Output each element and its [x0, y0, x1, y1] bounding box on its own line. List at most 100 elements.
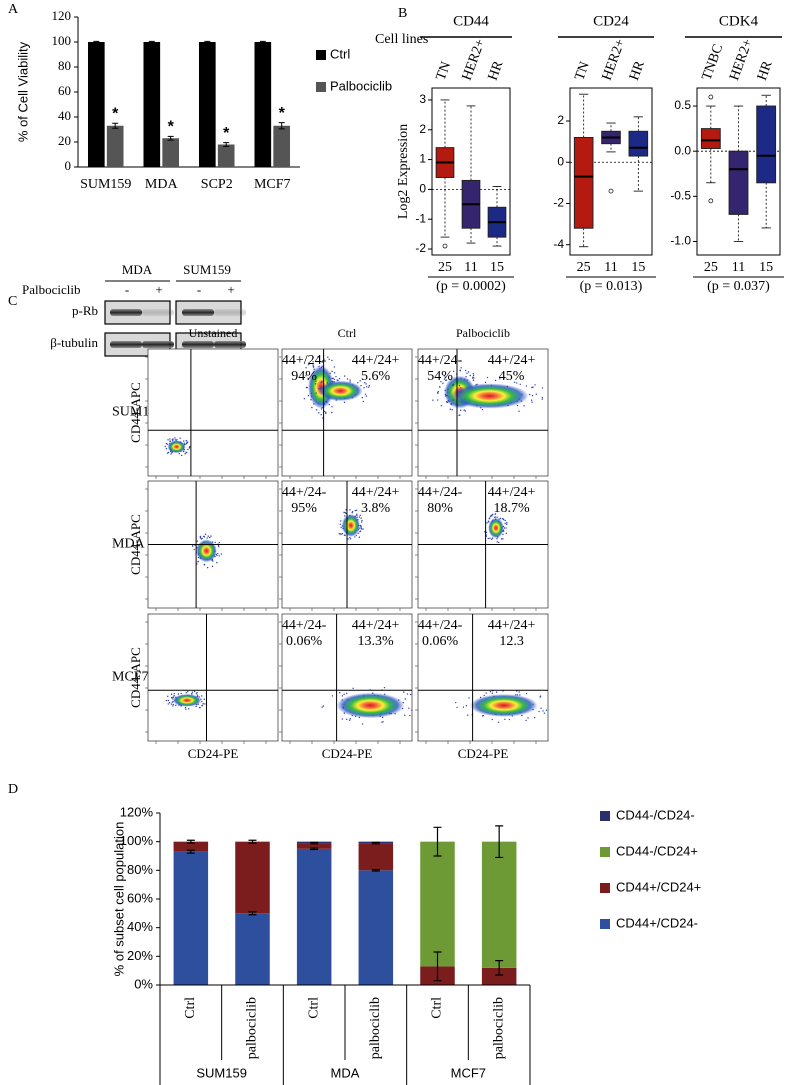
event-dot: [403, 691, 405, 693]
quadrant-label: 95%: [291, 501, 317, 516]
event-dot: [201, 700, 203, 703]
event-dot: [542, 710, 544, 712]
event-dot: [196, 691, 198, 694]
event-dot: [494, 513, 497, 515]
event-dot: [322, 705, 325, 707]
event-dot: [349, 718, 351, 720]
event-dot: [331, 406, 333, 408]
event-dot: [472, 373, 475, 375]
event-dot: [218, 555, 220, 557]
event-dot: [443, 375, 446, 377]
event-dot: [491, 537, 494, 539]
event-dot: [409, 714, 411, 717]
density-blob: [336, 692, 405, 719]
density-blob: [318, 380, 363, 402]
row-label: Cell lines: [375, 32, 428, 47]
group-label: MDA: [331, 1065, 360, 1080]
event-dot: [359, 380, 361, 382]
event-dot: [525, 719, 527, 722]
event-dot: [312, 365, 314, 367]
y-tick-label: -2: [415, 241, 426, 255]
quadrant-label: 13.3%: [358, 634, 395, 649]
event-dot: [169, 438, 171, 440]
box: [628, 130, 649, 157]
event-dot: [460, 409, 462, 411]
bar-segment: [296, 848, 332, 985]
event-dot: [361, 723, 364, 725]
event-dot: [502, 533, 504, 536]
count-label: 11: [604, 260, 617, 275]
bar-segment: [481, 841, 517, 968]
event-dot: [341, 695, 344, 697]
chart-title: CD44: [453, 13, 489, 29]
category-label: HER2+: [460, 37, 489, 83]
blot-band: [182, 309, 214, 316]
y-tick-label: -1: [415, 211, 426, 225]
x-axis-label: CD24-PE: [188, 746, 239, 761]
event-dot: [314, 383, 317, 385]
event-dot: [466, 379, 468, 381]
x-tick-label: Ctrl: [306, 997, 321, 1019]
quadrant-label: 44+/24+: [352, 353, 400, 368]
event-dot: [518, 410, 520, 412]
quadrant-label: 94%: [291, 369, 317, 384]
event-dot: [333, 366, 336, 368]
box: [728, 150, 749, 215]
event-dot: [361, 396, 364, 399]
error-bar: [310, 841, 319, 845]
error-bar: [433, 826, 442, 857]
event-dot: [358, 536, 361, 538]
event-dot: [485, 531, 488, 534]
event-dot: [437, 390, 440, 393]
event-dot: [513, 381, 516, 383]
event-dot: [361, 519, 363, 522]
event-dot: [318, 412, 320, 414]
flow-plot: [415, 613, 549, 744]
event-dot: [165, 442, 167, 445]
quadrant-label: 5.6%: [361, 369, 391, 384]
event-dot: [340, 520, 342, 522]
event-dot: [506, 522, 508, 524]
blot-band: [182, 341, 214, 348]
event-dot: [450, 403, 452, 406]
event-dot: [173, 695, 175, 697]
event-dot: [525, 385, 528, 387]
flow-plot: [145, 480, 279, 611]
error-bar: [371, 841, 380, 845]
event-dot: [497, 721, 500, 723]
blot-band: [142, 309, 174, 316]
event-dot: [523, 405, 525, 407]
event-dot: [496, 541, 498, 543]
column-title: Ctrl: [338, 326, 357, 340]
event-dot: [331, 377, 333, 380]
event-dot: [305, 367, 307, 369]
event-dot: [466, 372, 468, 374]
quadrant-label: 12.3: [499, 634, 524, 649]
event-dot: [180, 454, 183, 457]
event-dot: [540, 707, 542, 709]
event-dot: [545, 709, 548, 711]
event-dot: [355, 534, 358, 537]
bar: [106, 125, 124, 167]
event-dot: [345, 692, 348, 695]
blot-lane: -: [125, 282, 129, 297]
event-dot: [487, 537, 489, 540]
event-dot: [200, 538, 203, 540]
quadrant-label: 45%: [499, 369, 525, 384]
event-dot: [356, 514, 358, 517]
event-dot: [360, 384, 362, 387]
event-dot: [530, 399, 533, 401]
event-dot: [496, 516, 498, 518]
density-blob: [172, 694, 202, 707]
blot-band: [214, 341, 246, 348]
event-dot: [359, 524, 362, 527]
event-dot: [447, 399, 450, 402]
event-dot: [305, 375, 307, 377]
event-dot: [519, 383, 521, 386]
event-dot: [516, 690, 518, 692]
panel-label: A: [8, 2, 19, 17]
event-dot: [203, 698, 206, 700]
blot-treatment: Palbociclib: [22, 282, 81, 297]
event-dot: [186, 441, 189, 443]
event-dot: [312, 364, 314, 366]
